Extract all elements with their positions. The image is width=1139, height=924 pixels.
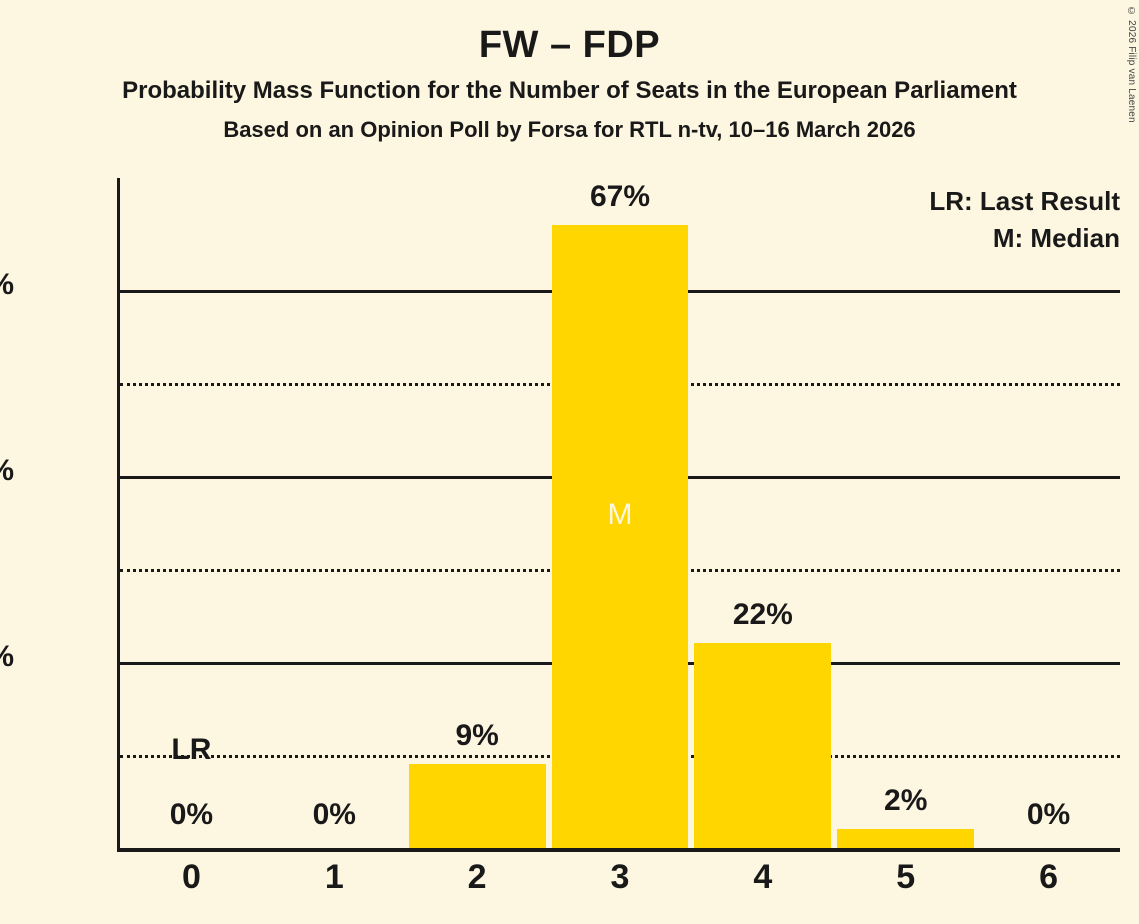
legend-item-median: M: Median: [992, 223, 1120, 253]
bar: [551, 224, 689, 848]
x-axis-tick-label: 6: [1039, 858, 1059, 896]
x-axis-tick-label: 2: [467, 858, 487, 896]
bar-value-label: 0%: [1026, 798, 1071, 831]
x-axis-line: [117, 848, 1120, 852]
copyright-notice: © 2026 Filip van Laenen: [1126, 6, 1137, 123]
chart-header: FW – FDP Probability Mass Function for t…: [0, 0, 1139, 146]
bar: [408, 764, 546, 848]
x-axis-tick-label: 4: [753, 858, 773, 896]
y-axis-line: [117, 178, 120, 851]
x-axis-tick-label: 1: [324, 858, 344, 896]
x-axis-tick-label: 0: [181, 858, 201, 896]
chart-legend: LR: Last Result M: Median: [929, 183, 1120, 257]
bar: [694, 643, 832, 848]
bar-value-label: 0%: [169, 798, 214, 831]
legend-item-last-result: LR: Last Result: [929, 186, 1120, 216]
page-title: FW – FDP: [478, 24, 661, 66]
y-axis-tick-label: 40%: [0, 454, 14, 488]
bar-value-label: 0%: [312, 798, 356, 831]
bar-value-label: 67%: [589, 179, 651, 213]
bar-value-label: 22%: [732, 598, 793, 632]
last-result-marker: LR: [171, 732, 212, 766]
bar-value-label: 9%: [455, 719, 499, 753]
plot-area: [117, 178, 1120, 852]
x-axis-tick-label: 3: [610, 858, 630, 896]
bar: [837, 829, 975, 848]
y-axis-tick-label: 20%: [0, 640, 14, 674]
median-marker: M: [607, 498, 633, 531]
chart-source-line: Based on an Opinion Poll by Forsa for RT…: [223, 117, 916, 142]
bar-value-label: 2%: [884, 784, 928, 818]
chart-subtitle: Probability Mass Function for the Number…: [122, 77, 1017, 104]
y-axis-tick-label: 60%: [0, 268, 14, 302]
x-axis-tick-label: 5: [896, 858, 916, 896]
